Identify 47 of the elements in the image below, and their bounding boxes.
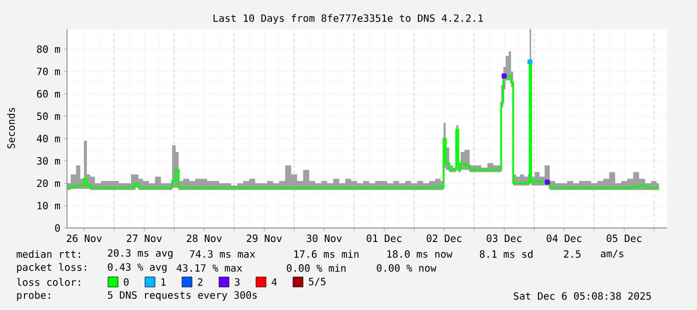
text: 8.1 ms sd	[480, 250, 532, 258]
text: 43.17 % max	[176, 264, 242, 272]
text: 18.0 ms now	[387, 250, 452, 258]
x-tick-label: 01 Dec	[366, 234, 402, 242]
y-tick-label: 50 m	[37, 112, 60, 120]
y-tick-label: 40 m	[36, 134, 60, 142]
text: am/s	[600, 250, 624, 258]
x-tick-label: 29 Nov	[246, 234, 282, 242]
y-tick-label: 10 m	[38, 202, 60, 210]
point	[527, 59, 532, 64]
x-tick-label: 02 Dec	[426, 234, 462, 242]
legend-label: 2	[198, 278, 202, 286]
y-axis-title: Seconds	[7, 108, 15, 148]
legend-title: loss color:	[16, 278, 80, 286]
legend-label: 4	[272, 278, 277, 286]
x-tick-label: 28 Nov	[186, 234, 222, 242]
x-tick-label: 27 Nov	[126, 234, 162, 242]
text: packet loss:	[17, 263, 86, 273]
text: probe:	[17, 291, 50, 301]
chart-title: Last 10 Days from 8fe777e3351e to DNS 4.2.2.1	[214, 14, 483, 24]
x-tick-label: 04 Dec	[546, 234, 582, 242]
y-tick-label: 30 m	[37, 157, 60, 165]
x-tick-label: 30 Nov	[306, 234, 342, 242]
text: 74.3 ms max	[190, 250, 256, 258]
x-tick-label: 03 Dec	[486, 234, 522, 242]
legend-label: 3	[234, 278, 240, 286]
text: 2.5	[564, 250, 580, 258]
point	[544, 180, 550, 185]
x-tick-label: 26 Nov	[66, 234, 102, 242]
text: 0.43 % avg	[108, 263, 166, 273]
text: Sat Dec 6 05:08:38 2025	[514, 292, 651, 300]
text: 20.3 ms avg	[108, 249, 173, 259]
y-tick-label: 0	[55, 224, 60, 232]
x-tick-label: 05 Dec	[606, 234, 642, 242]
text: 5 DNS requests every 300s	[108, 291, 257, 301]
legend-label: 0	[124, 278, 129, 286]
y-tick-label: 70 m	[37, 68, 60, 76]
y-tick-label: 20 m	[37, 179, 60, 188]
point	[502, 73, 507, 78]
text: median rtt:	[16, 250, 80, 258]
text: 0.00 % now	[376, 264, 436, 272]
legend-label: 1	[161, 278, 166, 286]
legend-label: 5/5	[308, 278, 326, 286]
y-tick-label: 60 m	[37, 90, 60, 98]
text: 17.6 ms min	[294, 250, 359, 258]
text: 0.00 % min	[286, 264, 346, 272]
y-tick-label: 80 m	[37, 45, 60, 53]
